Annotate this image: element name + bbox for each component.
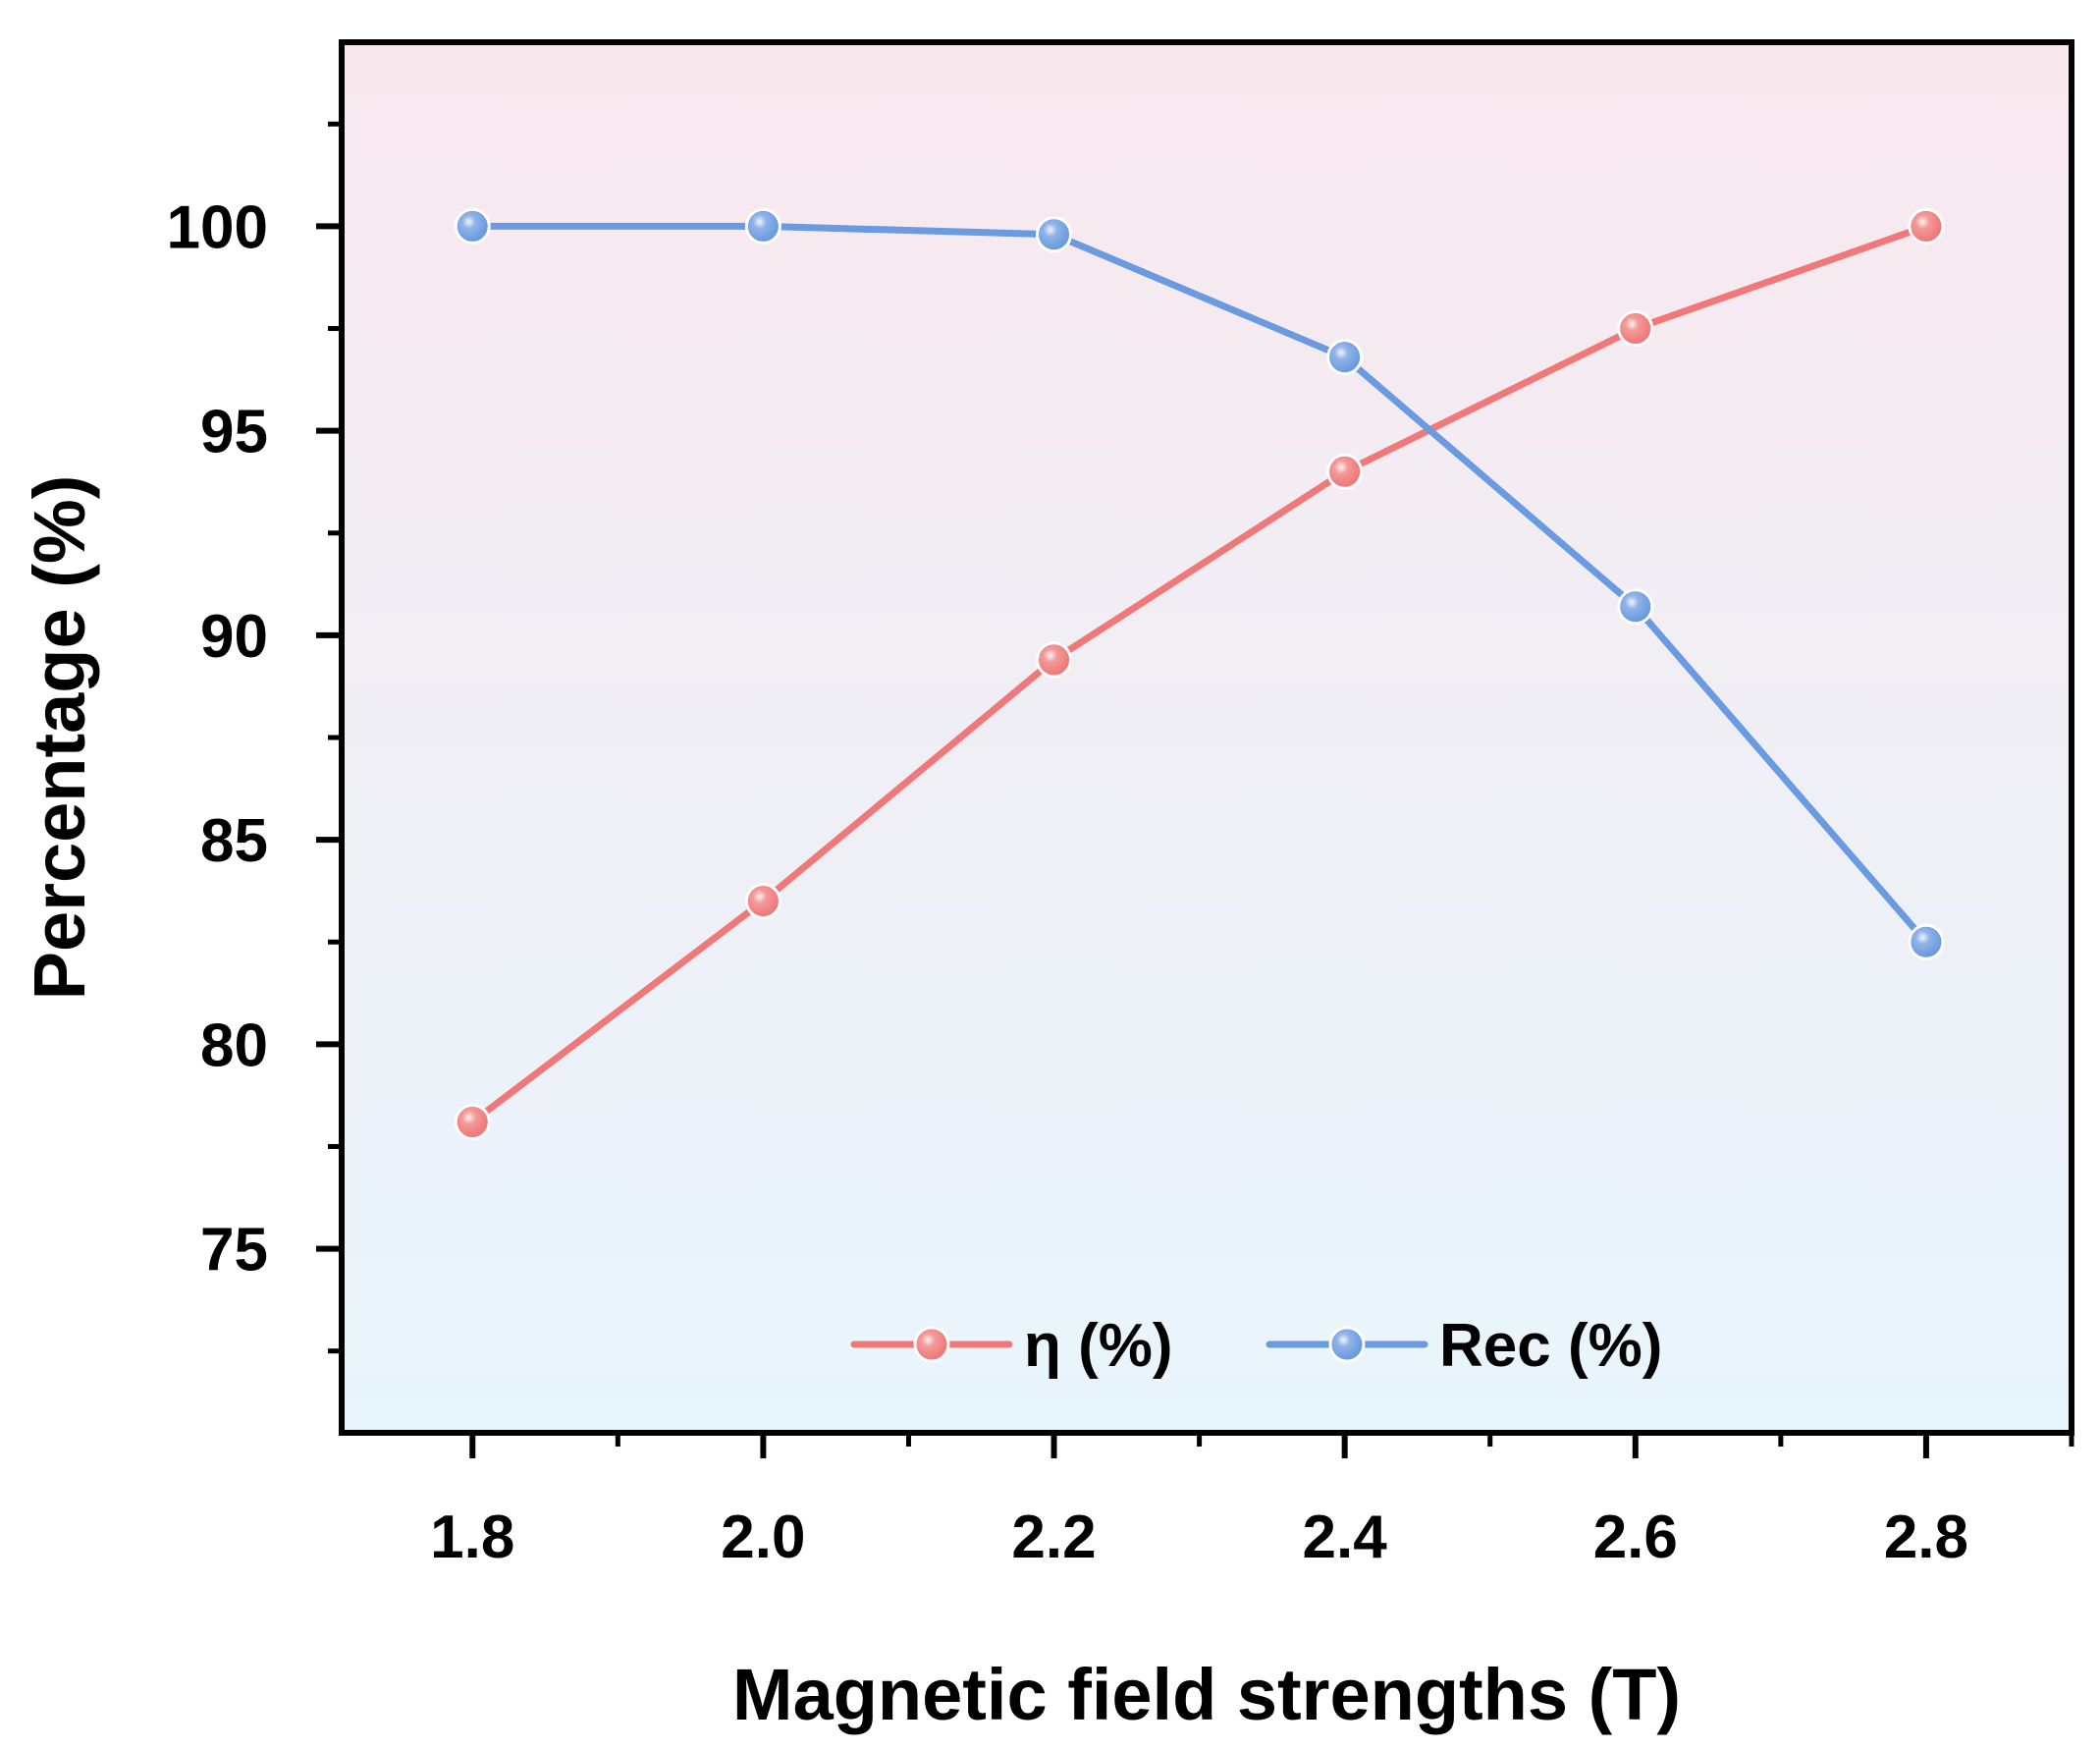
series-line-rec — [468, 222, 1930, 946]
data-point-highlight — [748, 886, 779, 916]
x-tick-label: 2.4 — [1303, 1504, 1388, 1571]
legend-marker-highlight — [1332, 1330, 1362, 1359]
axes-layer: 75 80 85 90 95 100 1.8 2.0 2.2 2.4 2.6 2.8 — [167, 121, 2074, 1571]
y-tick-label: 95 — [200, 399, 268, 466]
plot-area-background — [342, 42, 2072, 1433]
x-tick-label: 1.8 — [430, 1504, 514, 1571]
y-tick-label: 85 — [200, 807, 268, 875]
x-tick-label: 2.8 — [1884, 1504, 1968, 1571]
legend: η (%) Rec (%) — [850, 1312, 1662, 1380]
series-layer — [454, 207, 1945, 1140]
x-tick-label: 2.2 — [1011, 1504, 1096, 1571]
y-tick-label: 80 — [200, 1012, 268, 1079]
data-point-highlight — [1911, 927, 1941, 957]
y-tick-label: 75 — [200, 1217, 268, 1285]
data-point-highlight — [1911, 211, 1941, 242]
x-tick-label: 2.0 — [721, 1504, 805, 1571]
data-point-highlight — [748, 211, 779, 242]
data-point-highlight — [1329, 342, 1360, 372]
x-axis-title: Magnetic field strengths (T) — [732, 1654, 1681, 1735]
data-point-highlight — [458, 1107, 488, 1137]
legend-label-eta: η (%) — [1024, 1312, 1173, 1380]
data-point-highlight — [1329, 457, 1360, 487]
data-point-highlight — [1620, 313, 1650, 344]
legend-label-rec: Rec (%) — [1439, 1312, 1662, 1380]
y-tick-label: 90 — [200, 603, 268, 671]
x-tick-label: 2.6 — [1593, 1504, 1678, 1571]
data-point-highlight — [458, 211, 488, 242]
legend-marker-highlight — [917, 1330, 946, 1359]
data-point-highlight — [1039, 219, 1069, 249]
data-point-highlight — [1620, 591, 1650, 622]
y-tick-label: 100 — [167, 193, 268, 261]
y-axis-title: Percentage (%) — [19, 475, 100, 1001]
data-point-highlight — [1039, 644, 1069, 675]
series-line-eta — [468, 222, 1930, 1125]
